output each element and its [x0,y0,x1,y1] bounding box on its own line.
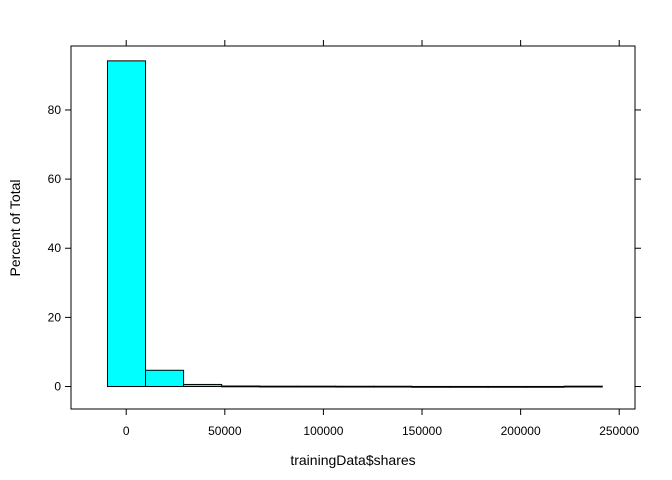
x-tick-label-0: 0 [123,424,130,438]
y-tick-label-2: 40 [48,241,62,255]
histogram-bar-1 [145,369,185,388]
y-tick-label-1: 20 [48,310,62,324]
histogram-bar-5 [297,385,337,388]
x-tick-label-5: 250000 [599,424,639,438]
x-axis: 0 50000 100000 150000 200000 250000 [123,40,640,438]
y-tick-label-0: 0 [54,380,61,394]
histogram-bar-9 [449,385,489,388]
histogram-bar-6 [335,385,375,388]
histogram-bar-4 [259,385,299,388]
x-tick-label-1: 50000 [208,424,242,438]
y-axis: 0 20 40 60 80 [48,103,641,394]
histogram-bar-10 [487,385,527,388]
x-tick-label-4: 200000 [501,424,541,438]
x-axis-label: trainingData$shares [290,452,415,468]
y-axis-label: Percent of Total [7,179,23,276]
histogram-bar-12 [563,385,603,388]
histogram-bar-2 [183,383,223,388]
histogram-bar-3 [221,385,261,388]
histogram-bar-7 [373,385,413,388]
y-tick-label-3: 60 [48,172,62,186]
histogram-bar-8 [411,385,451,388]
histogram-bars [106,60,603,388]
histogram-bar-0 [106,60,147,388]
x-tick-label-2: 100000 [303,424,343,438]
plot-panel-border [70,45,636,410]
histogram-bar-11 [525,385,565,388]
x-tick-label-3: 150000 [402,424,442,438]
y-tick-label-4: 80 [48,103,62,117]
